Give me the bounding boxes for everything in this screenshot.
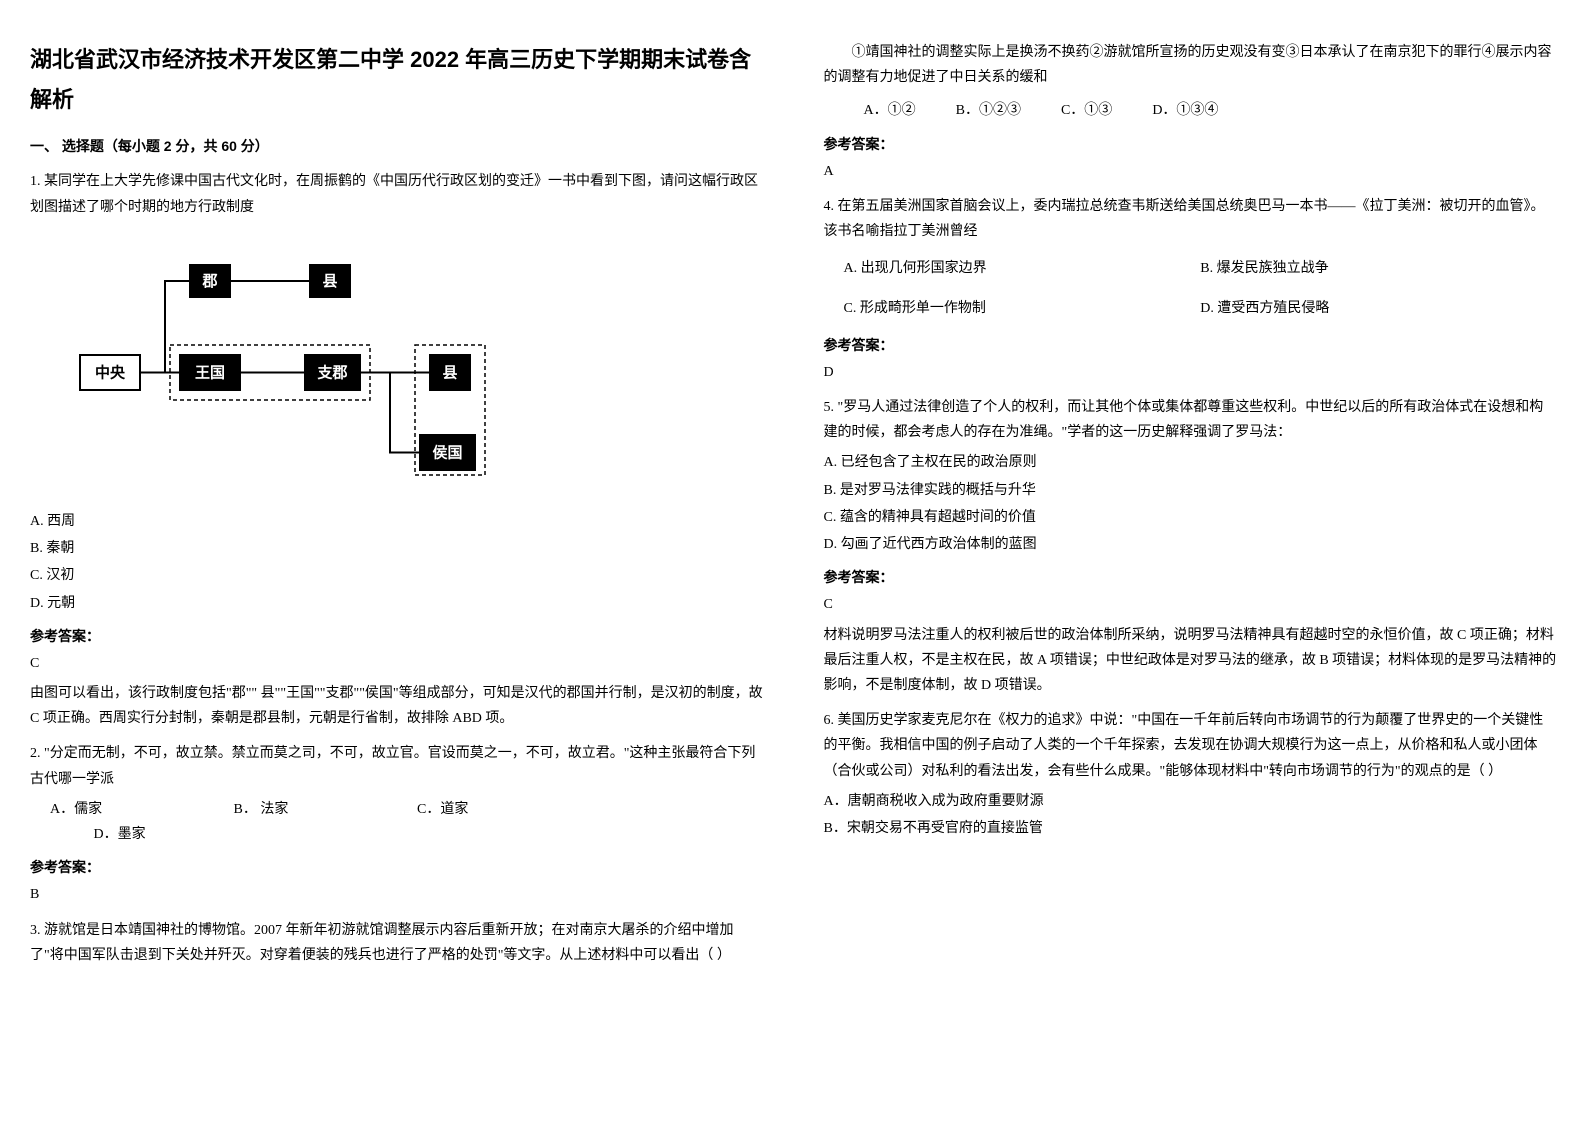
right-column: ①靖国神社的调整实际上是换汤不换药②游就馆所宣扬的历史观没有变③日本承认了在南京… bbox=[824, 40, 1558, 978]
q4-answer-label: 参考答案： bbox=[824, 333, 1558, 358]
q6-text: 6. 美国历史学家麦克尼尔在《权力的追求》中说："中国在一千年前后转向市场调节的… bbox=[824, 708, 1558, 784]
q1-opt-a: A. 西周 bbox=[30, 509, 764, 534]
question-3-part1: 3. 游就馆是日本靖国神社的博物馆。2007 年新年初游就馆调整展示内容后重新开… bbox=[30, 918, 764, 968]
q5-text: 5. "罗马人通过法律创造了个人的权利，而让其他个体或集体都尊重这些权利。中世纪… bbox=[824, 395, 1558, 445]
q2-answer: B bbox=[30, 882, 764, 907]
q3-answer: A bbox=[824, 159, 1558, 184]
svg-text:中央: 中央 bbox=[95, 363, 126, 381]
question-6: 6. 美国历史学家麦克尼尔在《权力的追求》中说："中国在一千年前后转向市场调节的… bbox=[824, 708, 1558, 841]
q2-answer-label: 参考答案： bbox=[30, 855, 764, 880]
q1-explanation: 由图可以看出，该行政制度包括"郡"" 县""王国""支郡""侯国"等组成部分，可… bbox=[30, 681, 764, 731]
q2-opt-c: C．道家 bbox=[417, 797, 468, 822]
svg-text:县: 县 bbox=[322, 273, 337, 290]
svg-text:县: 县 bbox=[442, 364, 457, 381]
admin-diagram-svg: 中央郡王国县支郡县侯国 bbox=[60, 235, 500, 485]
q1-diagram: 中央郡王国县支郡县侯国 bbox=[60, 235, 764, 494]
svg-text:王国: 王国 bbox=[195, 364, 225, 381]
q5-options: A. 已经包含了主权在民的政治原则 B. 是对罗马法律实践的概括与升华 C. 蕴… bbox=[824, 450, 1558, 557]
exam-title: 湖北省武汉市经济技术开发区第二中学 2022 年高三历史下学期期末试卷含解析 bbox=[30, 40, 764, 119]
q5-answer-label: 参考答案： bbox=[824, 565, 1558, 590]
section-1-header: 一、 选择题（每小题 2 分，共 60 分） bbox=[30, 134, 764, 159]
q1-opt-b: B. 秦朝 bbox=[30, 536, 764, 561]
q6-opt-b: B．宋朝交易不再受官府的直接监管 bbox=[824, 816, 1558, 841]
question-4: 4. 在第五届美洲国家首脑会议上，委内瑞拉总统查韦斯送给美国总统奥巴马一本书——… bbox=[824, 194, 1558, 385]
q2-opt-d: D．墨家 bbox=[94, 827, 146, 842]
q4-options: A. 出现几何形国家边界 B. 爆发民族独立战争 C. 形成畸形单一作物制 D.… bbox=[844, 256, 1558, 320]
svg-text:郡: 郡 bbox=[201, 273, 217, 290]
q1-opt-d: D. 元朝 bbox=[30, 591, 764, 616]
q1-answer-label: 参考答案： bbox=[30, 624, 764, 649]
q3-answer-label: 参考答案： bbox=[824, 132, 1558, 157]
q3-opt-a: A．①② bbox=[864, 98, 916, 123]
q1-options: A. 西周 B. 秦朝 C. 汉初 D. 元朝 bbox=[30, 509, 764, 616]
q2-opt-a: A．儒家 bbox=[50, 797, 230, 822]
q5-explanation: 材料说明罗马法注重人的权利被后世的政治体制所采纳，说明罗马法精神具有超越时空的永… bbox=[824, 623, 1558, 699]
q3-options: A．①② B．①②③ C．①③ D．①③④ bbox=[864, 98, 1558, 123]
question-2: 2. "分定而无制，不可，故立禁。禁立而莫之司，不可，故立官。官设而莫之一，不可… bbox=[30, 741, 764, 907]
q6-opt-a: A．唐朝商税收入成为政府重要财源 bbox=[824, 789, 1558, 814]
q5-opt-c: C. 蕴含的精神具有超越时间的价值 bbox=[824, 505, 1558, 530]
q1-answer: C bbox=[30, 651, 764, 676]
q3-opt-d: D．①③④ bbox=[1152, 98, 1218, 123]
q3-opt-c: C．①③ bbox=[1061, 98, 1112, 123]
q5-opt-d: D. 勾画了近代西方政治体制的蓝图 bbox=[824, 532, 1558, 557]
q4-opt-d: D. 遭受西方殖民侵略 bbox=[1200, 296, 1557, 321]
q3-text2: ①靖国神社的调整实际上是换汤不换药②游就馆所宣扬的历史观没有变③日本承认了在南京… bbox=[824, 40, 1558, 90]
question-3-part2: ①靖国神社的调整实际上是换汤不换药②游就馆所宣扬的历史观没有变③日本承认了在南京… bbox=[824, 40, 1558, 184]
q5-opt-a: A. 已经包含了主权在民的政治原则 bbox=[824, 450, 1558, 475]
q2-opt-b: B． 法家 bbox=[234, 797, 414, 822]
q5-answer: C bbox=[824, 592, 1558, 617]
q4-opt-a: A. 出现几何形国家边界 bbox=[844, 256, 1201, 281]
svg-text:侯国: 侯国 bbox=[432, 443, 462, 461]
q1-opt-c: C. 汉初 bbox=[30, 563, 764, 588]
q3-opt-b: B．①②③ bbox=[956, 98, 1021, 123]
question-1: 1. 某同学在上大学先修课中国古代文化时，在周振鹤的《中国历代行政区划的变迁》一… bbox=[30, 169, 764, 731]
q3-text1: 3. 游就馆是日本靖国神社的博物馆。2007 年新年初游就馆调整展示内容后重新开… bbox=[30, 918, 764, 968]
question-5: 5. "罗马人通过法律创造了个人的权利，而让其他个体或集体都尊重这些权利。中世纪… bbox=[824, 395, 1558, 698]
q4-opt-b: B. 爆发民族独立战争 bbox=[1200, 256, 1557, 281]
q6-options: A．唐朝商税收入成为政府重要财源 B．宋朝交易不再受官府的直接监管 bbox=[824, 789, 1558, 841]
q4-text: 4. 在第五届美洲国家首脑会议上，委内瑞拉总统查韦斯送给美国总统奥巴马一本书——… bbox=[824, 194, 1558, 244]
q5-opt-b: B. 是对罗马法律实践的概括与升华 bbox=[824, 478, 1558, 503]
q4-answer: D bbox=[824, 360, 1558, 385]
q1-text: 1. 某同学在上大学先修课中国古代文化时，在周振鹤的《中国历代行政区划的变迁》一… bbox=[30, 169, 764, 219]
exam-page: 湖北省武汉市经济技术开发区第二中学 2022 年高三历史下学期期末试卷含解析 一… bbox=[30, 40, 1557, 978]
svg-text:支郡: 支郡 bbox=[316, 363, 347, 381]
q2-text: 2. "分定而无制，不可，故立禁。禁立而莫之司，不可，故立官。官设而莫之一，不可… bbox=[30, 741, 764, 791]
q4-opt-c: C. 形成畸形单一作物制 bbox=[844, 296, 1201, 321]
q2-options: A．儒家 B． 法家 C．道家 D．墨家 bbox=[50, 797, 764, 847]
left-column: 湖北省武汉市经济技术开发区第二中学 2022 年高三历史下学期期末试卷含解析 一… bbox=[30, 40, 764, 978]
